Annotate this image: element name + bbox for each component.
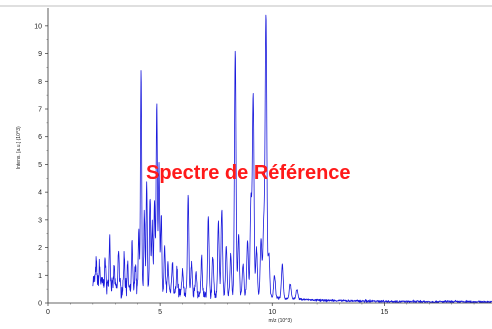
plot-area bbox=[92, 14, 492, 303]
axes: 0 1 2 3 4 5 6 7 8 9 10 0 5 10 15 bbox=[0, 5, 492, 316]
x-axis-label: m/z (10^3) bbox=[269, 318, 293, 324]
y-tick-label: 3 bbox=[38, 217, 42, 224]
y-tick-label: 0 bbox=[38, 301, 42, 308]
x-tick-label: 10 bbox=[268, 309, 276, 316]
x-tick-label: 5 bbox=[158, 309, 162, 316]
y-tick-label: 6 bbox=[38, 134, 42, 141]
x-tick-label: 0 bbox=[46, 309, 50, 316]
y-tick-label: 7 bbox=[38, 107, 42, 114]
x-tick-label: 15 bbox=[380, 309, 388, 316]
spectrum-line bbox=[92, 14, 492, 303]
y-tick-label: 5 bbox=[38, 162, 42, 169]
y-axis-label: Intens. [a.u.] (10^3) bbox=[16, 126, 22, 169]
y-tick-label: 8 bbox=[38, 79, 42, 86]
y-tick-label: 4 bbox=[38, 190, 42, 197]
y-tick-label: 10 bbox=[34, 23, 42, 30]
y-tick-label: 1 bbox=[38, 273, 42, 280]
y-tick-label: 2 bbox=[38, 245, 42, 252]
y-tick-label: 9 bbox=[38, 51, 42, 58]
overlay-title: Spectre de Référence bbox=[146, 162, 351, 184]
